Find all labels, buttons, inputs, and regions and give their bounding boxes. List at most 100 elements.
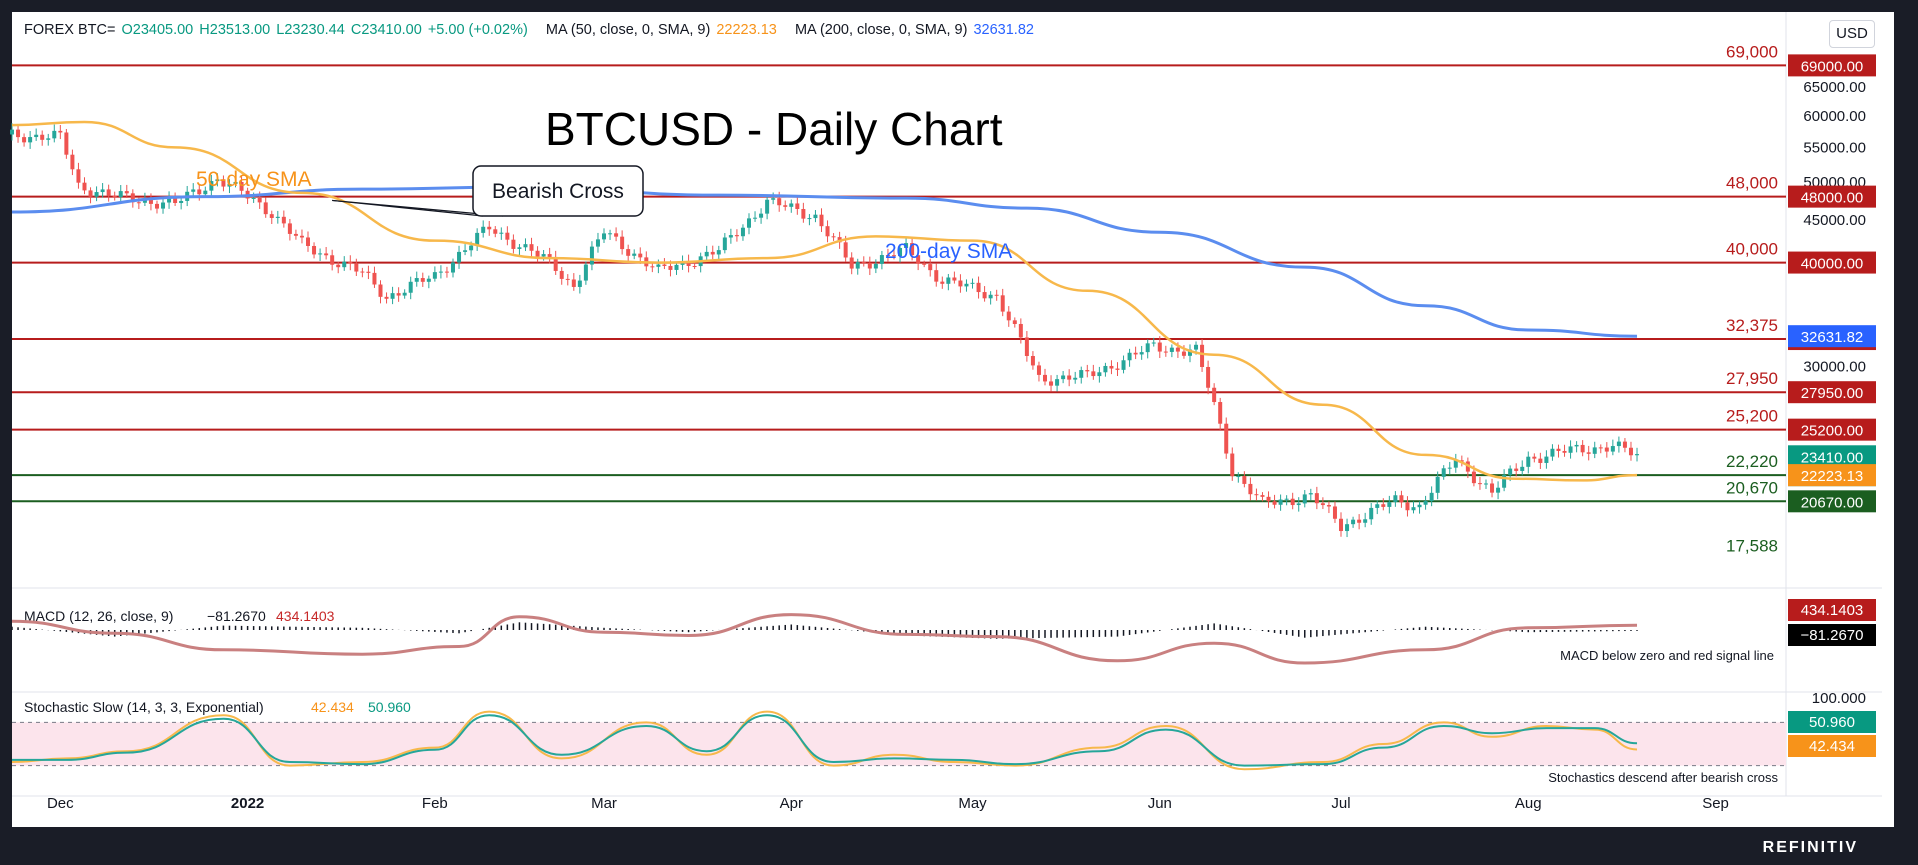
- candle-body: [1236, 476, 1241, 478]
- high-value: H23513.00: [199, 22, 271, 38]
- candle: [1018, 318, 1023, 344]
- candle-body: [505, 232, 510, 240]
- currency-button[interactable]: USD: [1829, 20, 1875, 48]
- candle-body: [904, 243, 909, 248]
- price-axis-tick: 55000.00: [1803, 139, 1866, 156]
- close-value: C23410.00: [350, 22, 422, 38]
- candle: [982, 286, 987, 302]
- candle-body: [1242, 476, 1247, 484]
- candle-body: [215, 179, 220, 182]
- bearish-cross-label: Bearish Cross: [492, 180, 624, 203]
- candle: [1302, 490, 1307, 508]
- stochastic-k-header-value: 42.434: [311, 699, 354, 715]
- candle: [734, 229, 739, 242]
- candle-body: [148, 199, 153, 204]
- candle-body: [771, 198, 776, 200]
- candle-body: [867, 262, 872, 269]
- candle-body: [1622, 441, 1627, 448]
- candle-body: [154, 203, 159, 209]
- candle: [952, 271, 957, 284]
- candle-body: [299, 235, 304, 238]
- candle: [1550, 444, 1555, 461]
- sma-200-label: 200-day SMA: [885, 240, 1012, 263]
- candle-body: [173, 197, 178, 204]
- candle-body: [922, 263, 927, 265]
- time-axis-tick: Mar: [591, 795, 617, 812]
- candle-body: [704, 251, 709, 257]
- candle-body: [1067, 375, 1072, 380]
- candle: [76, 162, 81, 189]
- candle-body: [795, 203, 800, 209]
- candle-body: [595, 239, 600, 247]
- candle-body: [1109, 365, 1114, 369]
- candle-body: [438, 271, 443, 273]
- candle-body: [209, 181, 214, 191]
- candle-body: [1212, 387, 1217, 403]
- candle: [1447, 461, 1452, 475]
- candle: [1314, 486, 1319, 510]
- stochastic-d-tag-text: 50.960: [1809, 714, 1855, 731]
- candle-body: [1218, 402, 1223, 424]
- candle-body: [656, 264, 661, 267]
- candle: [1387, 495, 1392, 514]
- candle: [904, 238, 909, 253]
- time-axis[interactable]: Dec 2022 Feb Mar Apr May Jun Jul Aug Sep: [12, 795, 1882, 812]
- level-tag-text: 69000.00: [1801, 58, 1864, 75]
- candle-body: [420, 278, 425, 282]
- candle-body: [1592, 447, 1597, 454]
- candle: [438, 265, 443, 279]
- candle-body: [879, 255, 884, 264]
- candle-body: [179, 200, 184, 204]
- candle-body: [1302, 494, 1307, 504]
- candle-body: [161, 202, 166, 209]
- candle-body: [1043, 374, 1048, 382]
- candle: [396, 287, 401, 302]
- candle-body: [1320, 503, 1325, 506]
- candle-body: [287, 223, 292, 234]
- candle: [807, 214, 812, 226]
- candle: [1592, 441, 1597, 459]
- ma50-label[interactable]: MA (50, close, 0, SMA, 9): [545, 22, 711, 38]
- candle-body: [1399, 495, 1404, 503]
- level-tag-text: 48000.00: [1801, 190, 1864, 207]
- candle-body: [390, 293, 395, 299]
- level-label: 27,950: [1726, 369, 1778, 388]
- macd-header-value: −81.2670: [207, 608, 266, 624]
- price-pane[interactable]: 70000.0065000.0060000.0055000.0050000.00…: [10, 12, 1882, 796]
- chart-panel: [12, 12, 1894, 827]
- candle-body: [964, 283, 969, 287]
- candle-body: [1441, 468, 1446, 477]
- stochastic-pane[interactable]: Stochastic Slow (14, 3, 3, Exponential) 4…: [11, 690, 1876, 785]
- time-axis-tick: May: [958, 795, 987, 812]
- candle-body: [577, 280, 582, 287]
- macd-pane[interactable]: MACD (12, 26, close, 9) −81.2670 434.1403 4…: [11, 599, 1876, 665]
- candle: [1272, 494, 1277, 509]
- candle-body: [813, 214, 818, 219]
- candle-body: [620, 236, 625, 250]
- candle-body: [28, 137, 33, 143]
- macd-signal-line: [11, 613, 1638, 665]
- candle-body: [946, 277, 951, 284]
- candle-body: [571, 279, 576, 287]
- candle: [1043, 368, 1048, 386]
- candle: [1236, 472, 1241, 483]
- symbol-label[interactable]: FOREX BTC=: [24, 22, 116, 38]
- candle: [1145, 339, 1150, 359]
- candle: [1405, 496, 1410, 517]
- candle: [571, 273, 576, 291]
- candle: [1520, 460, 1525, 476]
- candle-body: [330, 255, 335, 265]
- candle-body: [843, 242, 848, 258]
- candle: [1151, 337, 1156, 347]
- candle: [1616, 436, 1621, 453]
- ma200-label[interactable]: MA (200, close, 0, SMA, 9): [794, 22, 968, 38]
- candle-body: [1115, 368, 1120, 370]
- candle-body: [940, 281, 945, 284]
- candle: [336, 261, 341, 274]
- sma-200-line: [11, 185, 1638, 338]
- level-label: 69,000: [1726, 42, 1778, 61]
- candle: [306, 231, 311, 252]
- level-tag-text: 25200.00: [1801, 423, 1864, 440]
- candle-body: [263, 202, 268, 215]
